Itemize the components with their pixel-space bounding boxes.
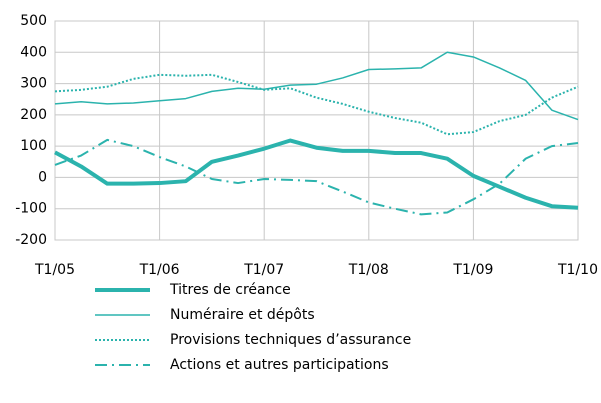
legend-label: Titres de créance — [169, 282, 291, 298]
x-tick-label: T1/08 — [348, 262, 389, 278]
x-tick-label: T1/06 — [139, 262, 180, 278]
data-line — [54, 73, 579, 136]
y-tick-label: 500 — [20, 13, 47, 29]
legend-label: Numéraire et dépôts — [170, 307, 315, 323]
x-tick-label: T1/09 — [452, 262, 493, 278]
y-tick-label: -200 — [15, 232, 47, 248]
legend-label: Actions et autres participations — [170, 357, 389, 373]
x-tick-label: T1/10 — [557, 262, 598, 278]
x-tick-label: T1/05 — [34, 262, 75, 278]
y-tick-label: 0 — [38, 169, 47, 185]
data-line — [54, 138, 579, 216]
y-tick-label: 400 — [20, 44, 47, 60]
y-tick-label: 100 — [20, 138, 47, 154]
legend-label: Provisions techniques d’assurance — [170, 332, 411, 348]
data-line — [54, 138, 579, 210]
plot-border — [54, 20, 579, 241]
data-line — [54, 51, 579, 121]
x-tick-label: T1/07 — [243, 262, 284, 278]
y-tick-label: -100 — [15, 201, 47, 217]
y-tick-label: 300 — [20, 76, 47, 92]
y-tick-label: 200 — [20, 107, 47, 123]
